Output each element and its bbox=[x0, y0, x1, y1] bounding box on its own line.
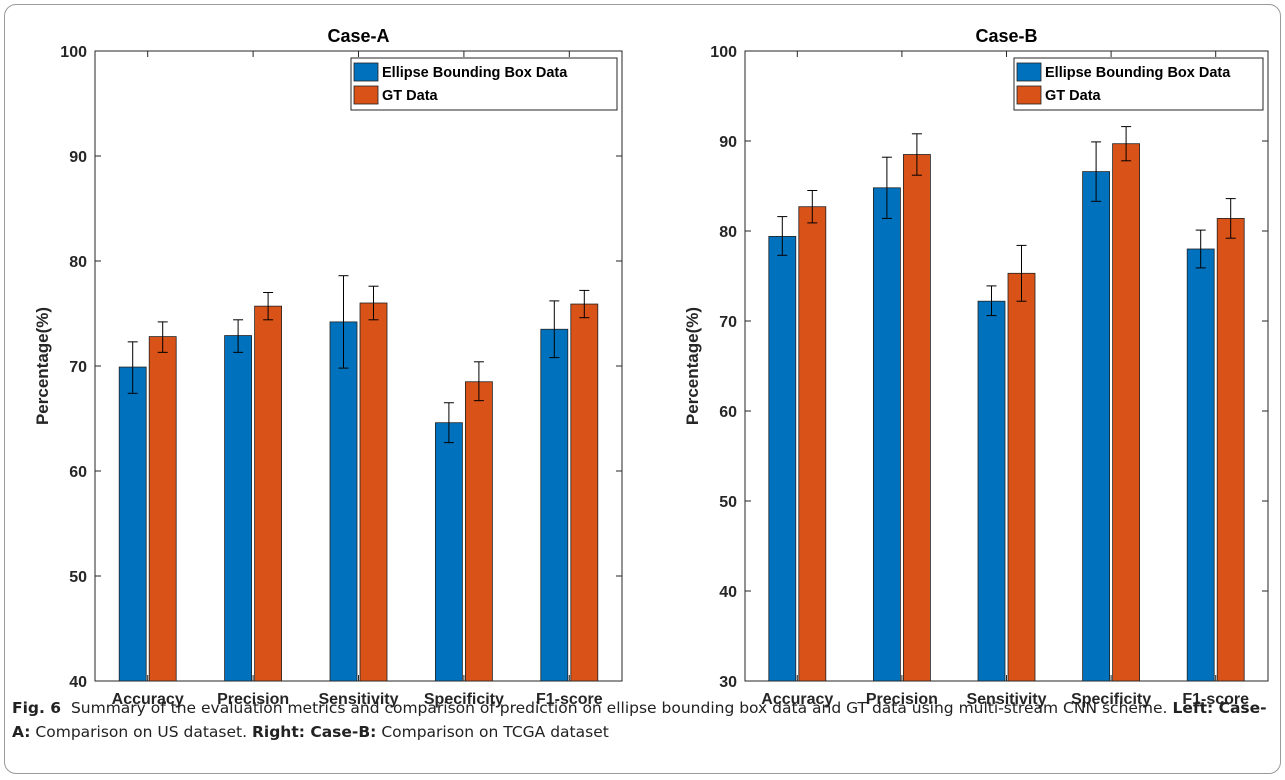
chart2-ytick-label: 60 bbox=[719, 404, 737, 421]
caption-left-label: Left: Case-A: bbox=[12, 699, 1267, 741]
chart2-bar-ellipse bbox=[768, 235, 797, 682]
chart1-axes-box bbox=[94, 50, 623, 682]
chart1-ytick-label: 60 bbox=[69, 464, 87, 481]
chart2-bar-ellipse bbox=[977, 300, 1006, 682]
chart1-bar-gt bbox=[148, 336, 177, 682]
chart1-xtick-label: Accuracy bbox=[112, 691, 184, 708]
chart2-bar-gt bbox=[1216, 217, 1245, 682]
chart1-bar-gt bbox=[359, 302, 388, 682]
chart1-legend-box bbox=[350, 57, 618, 111]
chart2-xtick-label: Specificity bbox=[1071, 691, 1151, 708]
chart2-title: Case-B bbox=[975, 26, 1037, 46]
chart1-ytick-label: 40 bbox=[69, 674, 87, 691]
chart2-ytick-label: 100 bbox=[710, 44, 737, 61]
chart2-legend-box bbox=[1013, 57, 1264, 111]
chart2-axes-box bbox=[744, 50, 1269, 682]
chart1-bar-ellipse bbox=[118, 366, 147, 682]
chart1-bar-ellipse bbox=[434, 422, 463, 682]
chart2-bar-ellipse bbox=[1186, 248, 1215, 682]
chart2-xtick-label: F1-score bbox=[1182, 691, 1249, 708]
caption-fig-label: Fig. 6 bbox=[12, 699, 62, 717]
chart2-ytick-label: 30 bbox=[719, 674, 737, 691]
chart1-legend-label-gt: GT Data bbox=[382, 88, 439, 104]
chart1-legend-swatch-ellipse bbox=[353, 62, 379, 82]
chart1-ytick-label: 90 bbox=[69, 149, 87, 166]
chart2-xtick-label: Precision bbox=[866, 691, 938, 708]
chart2-ytick-label: 50 bbox=[719, 494, 737, 511]
chart1-ylabel: Percentage(%) bbox=[33, 307, 52, 425]
chart2-legend-swatch-ellipse bbox=[1016, 62, 1042, 82]
chart2-bar-ellipse bbox=[1082, 171, 1110, 682]
chart2-legend-label-gt: GT Data bbox=[1045, 88, 1102, 104]
chart2-legend-swatch-gt bbox=[1016, 85, 1042, 105]
caption-right-label: Right: Case-B: bbox=[251, 723, 377, 741]
chart1-legend-swatch-gt bbox=[353, 85, 379, 105]
chart1-bar-gt bbox=[254, 305, 283, 682]
figure-caption: Fig. 6 Summary of the evaluation metrics… bbox=[12, 696, 1267, 744]
chart2-bar-gt bbox=[1007, 272, 1036, 682]
chart2-bar-ellipse bbox=[873, 187, 901, 682]
chart2-ylabel: Percentage(%) bbox=[683, 307, 702, 425]
chart1-ytick-label: 80 bbox=[69, 254, 87, 271]
chart1-bar-gt bbox=[570, 303, 599, 682]
chart1-bar-ellipse bbox=[540, 328, 569, 682]
chart1-ytick-label: 50 bbox=[69, 569, 87, 586]
chart2-ytick-label: 70 bbox=[719, 314, 737, 331]
chart1-bar-ellipse bbox=[329, 321, 358, 682]
chart2-ytick-label: 80 bbox=[719, 224, 737, 241]
chart2-xtick-label: Accuracy bbox=[761, 691, 833, 708]
chart2-ytick-label: 90 bbox=[719, 134, 737, 151]
chart2-legend-label-ellipse: Ellipse Bounding Box Data bbox=[1045, 65, 1231, 81]
chart1-bar-ellipse bbox=[224, 335, 253, 682]
chart1-title: Case-A bbox=[327, 26, 389, 46]
chart2-ytick-label: 40 bbox=[719, 584, 737, 601]
chart2-bar-gt bbox=[798, 206, 827, 682]
caption-right-text: Comparison on TCGA dataset bbox=[381, 723, 609, 741]
chart2-bar-gt bbox=[1112, 143, 1140, 682]
chart1-xtick-label: Sensitivity bbox=[318, 691, 398, 708]
chart2-bar-gt bbox=[903, 154, 931, 682]
chart1-ytick-label: 70 bbox=[69, 359, 87, 376]
chart1-xtick-label: Specificity bbox=[424, 691, 504, 708]
chart1-xtick-label: Precision bbox=[217, 691, 289, 708]
chart1-bar-gt bbox=[464, 381, 493, 682]
caption-text: Summary of the evaluation metrics and co… bbox=[70, 699, 1168, 717]
chart1-xtick-label: F1-score bbox=[536, 691, 603, 708]
chart2-xtick-label: Sensitivity bbox=[966, 691, 1046, 708]
chart1-legend-label-ellipse: Ellipse Bounding Box Data bbox=[382, 65, 568, 81]
chart1-ytick-label: 100 bbox=[60, 44, 87, 61]
caption-left-text: Comparison on US dataset. bbox=[35, 723, 248, 741]
